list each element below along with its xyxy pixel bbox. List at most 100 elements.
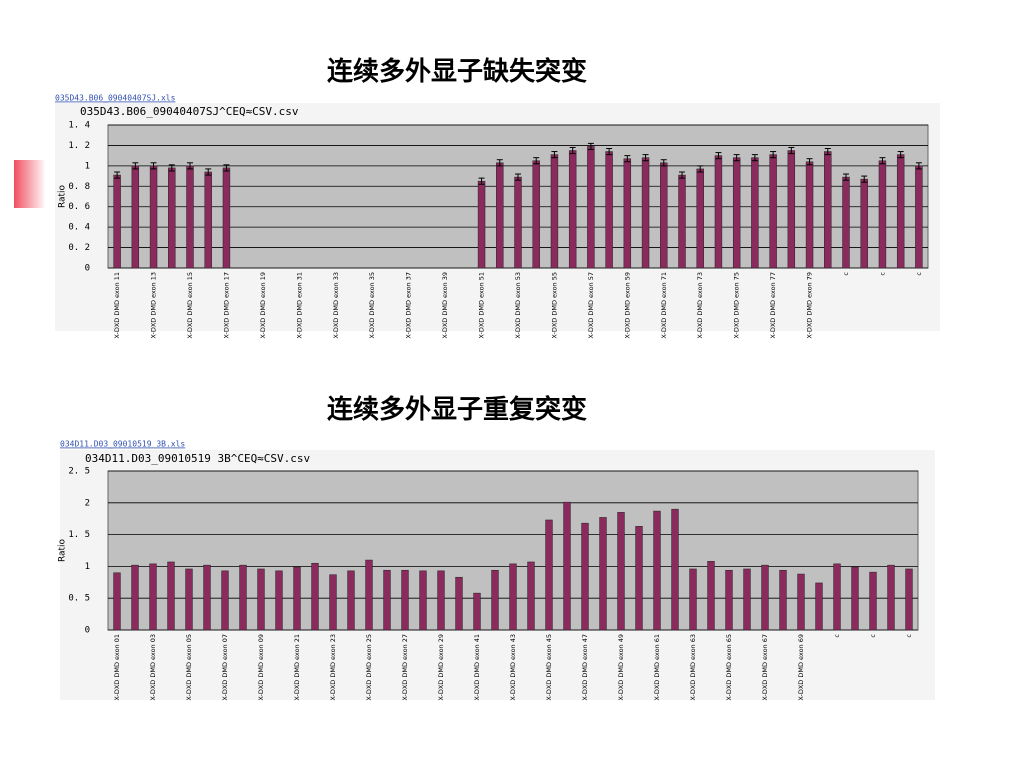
error-bar <box>168 164 175 172</box>
chart-title: 连续多外显子重复突变 <box>327 394 587 425</box>
file-link: 034D11.D03_09010519 3B.xls <box>60 440 185 449</box>
bar <box>532 160 540 269</box>
x-tick-label: X-DXD DMD exon 77 <box>769 272 777 339</box>
bar <box>696 168 704 269</box>
x-tick-label: X-DXD DMD exon 15 <box>186 272 194 339</box>
x-tick-label: X-DXD DMD exon 21 <box>293 634 301 701</box>
bar <box>689 568 697 631</box>
y-tick-label: 0 <box>85 626 90 636</box>
error-bar <box>150 162 157 170</box>
bar <box>149 563 157 631</box>
bar <box>887 564 895 631</box>
bar <box>617 512 625 631</box>
y-tick-label: 2. 5 <box>68 467 90 477</box>
bar <box>714 155 723 269</box>
bar <box>496 162 504 269</box>
bar <box>185 568 193 631</box>
file-name: 035D43.B06_09040407SJ^CEQ≈CSV.csv <box>80 105 299 118</box>
x-tick-label: X-DXD DMD exon 65 <box>725 634 733 701</box>
x-tick-label: X-DXD DMD exon 61 <box>653 634 661 701</box>
bar <box>599 517 607 631</box>
bar <box>509 563 517 631</box>
x-tick-label: X-DXD DMD exon 39 <box>441 272 449 339</box>
error-bar <box>715 152 722 160</box>
y-tick-label: 0. 2 <box>68 243 90 253</box>
decoration <box>14 160 46 208</box>
bar <box>186 165 194 269</box>
bar <box>787 150 796 269</box>
error-bar <box>551 151 558 159</box>
x-tick-label: X-DXD DMD exon 57 <box>587 272 595 339</box>
x-tick-label: X-DXD DMD exon 67 <box>761 634 769 701</box>
bar <box>653 510 661 631</box>
x-tick-label: c <box>905 634 913 638</box>
bar <box>641 157 650 269</box>
error-bar <box>788 146 795 155</box>
bar <box>568 150 577 269</box>
bar <box>842 176 850 269</box>
bar <box>732 157 741 269</box>
bar <box>779 569 787 631</box>
bar <box>915 165 923 269</box>
bar <box>869 571 877 631</box>
x-tick-label: c <box>842 272 850 276</box>
error-bar <box>751 154 758 162</box>
bar <box>257 568 265 631</box>
bar <box>149 165 158 269</box>
y-tick-label: 1. 4 <box>68 121 90 131</box>
error-bar <box>824 147 831 156</box>
y-tick-label: 0. 8 <box>68 182 90 192</box>
bar <box>743 568 751 631</box>
x-tick-label: X-DXD DMD exon 27 <box>401 634 409 701</box>
y-tick-label: 0 <box>85 264 90 274</box>
bar <box>824 151 832 269</box>
bar <box>311 562 319 631</box>
y-tick-label: 2 <box>85 498 90 508</box>
bar <box>805 161 814 269</box>
bar <box>221 570 229 631</box>
bar <box>635 526 643 631</box>
bar <box>860 178 868 269</box>
bar <box>878 160 887 269</box>
bar <box>113 174 121 269</box>
error-bar <box>770 151 777 159</box>
bar <box>896 154 905 269</box>
bar <box>725 569 733 631</box>
bar <box>605 151 613 269</box>
x-tick-label: X-DXD DMD exon 73 <box>696 272 704 339</box>
error-bar <box>569 146 576 155</box>
error-bar <box>624 155 631 163</box>
x-tick-label: X-DXD DMD exon 59 <box>623 272 631 339</box>
x-tick-label: X-DXD DMD exon 55 <box>550 272 558 339</box>
y-axis-label: Ratio <box>58 184 68 208</box>
bar <box>550 154 559 269</box>
x-tick-label: c <box>915 272 923 276</box>
bar <box>167 561 175 631</box>
bar <box>204 171 212 269</box>
y-tick-label: 0. 5 <box>68 594 90 604</box>
bar <box>203 564 211 631</box>
x-tick-label: X-DXD DMD exon 23 <box>329 634 337 701</box>
x-tick-label: X-DXD DMD exon 45 <box>545 634 553 701</box>
x-tick-label: X-DXD DMD exon 37 <box>405 272 413 339</box>
error-bar <box>496 159 503 167</box>
error-bar <box>205 168 212 176</box>
x-tick-label: X-DXD DMD exon 31 <box>295 272 303 339</box>
file-link: 035D43.B06_09040407SJ.xls <box>55 94 176 103</box>
bar <box>563 501 571 631</box>
x-tick-label: X-DXD DMD exon 41 <box>473 634 481 701</box>
bar <box>769 154 777 269</box>
y-tick-label: 1. 5 <box>68 530 90 540</box>
y-axis-label: Ratio <box>58 538 68 562</box>
error-bar <box>187 162 193 170</box>
x-tick-label: c <box>878 272 886 276</box>
bar <box>473 592 481 631</box>
bar <box>660 162 668 269</box>
error-bar <box>606 147 613 156</box>
x-tick-label: X-DXD DMD exon 01 <box>113 634 121 701</box>
y-tick-label: 1 <box>85 161 90 171</box>
bar <box>707 561 715 631</box>
x-tick-label: X-DXD DMD exon 13 <box>150 272 158 339</box>
bar <box>419 570 427 631</box>
